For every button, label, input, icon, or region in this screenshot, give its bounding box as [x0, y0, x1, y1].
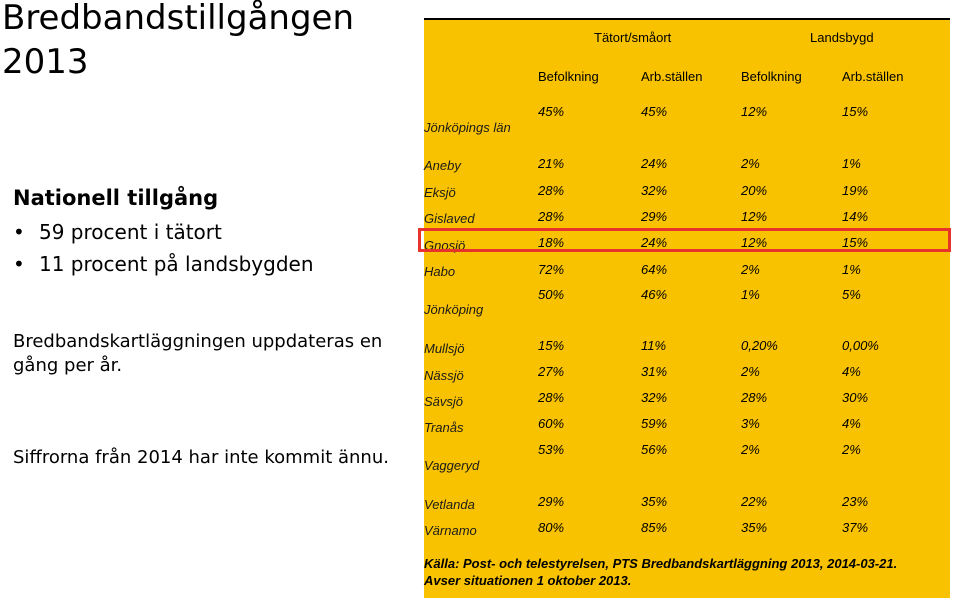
- table-cell: 32%: [641, 183, 668, 198]
- table-cell: 12%: [741, 209, 768, 224]
- table-cell: 4%: [842, 364, 861, 379]
- table-cell: 28%: [538, 209, 565, 224]
- table-cell: 46%: [641, 287, 668, 302]
- group-header-rural: Landsbygd: [810, 30, 874, 45]
- table-cell: 60%: [538, 416, 565, 431]
- table-cell: 18%: [538, 235, 565, 250]
- table-cell: 15%: [842, 104, 869, 119]
- row-label: Habo: [424, 264, 456, 279]
- data-table-panel: [424, 20, 950, 598]
- table-cell: 45%: [641, 104, 668, 119]
- table-cell: 28%: [538, 390, 565, 405]
- table-cell: 45%: [538, 104, 565, 119]
- row-label: Tranås: [424, 420, 464, 435]
- highlight-box: [418, 228, 951, 252]
- source-line: Avser situationen 1 oktober 2013.: [424, 573, 632, 588]
- row-label: Nässjö: [424, 368, 464, 383]
- slide-title: Bredbandstillgången 2013: [2, 0, 354, 84]
- table-cell: 31%: [641, 364, 668, 379]
- row-label: Jönköpings län: [424, 120, 511, 135]
- row-label: Eksjö: [424, 185, 456, 200]
- table-cell: 4%: [842, 416, 861, 431]
- column-header: Arb.ställen: [842, 69, 904, 84]
- bullet-marker: •: [13, 220, 25, 244]
- bullet-item: • 11 procent på landsbygden: [13, 248, 314, 280]
- title-line-2: 2013: [2, 42, 89, 82]
- table-cell: 64%: [641, 262, 668, 277]
- table-cell: 5%: [842, 287, 861, 302]
- table-cell: 29%: [538, 494, 565, 509]
- table-cell: 0,20%: [741, 338, 778, 353]
- table-cell: 50%: [538, 287, 565, 302]
- column-header: Arb.ställen: [641, 69, 703, 84]
- figures-note: Siffrorna från 2014 har inte kommit ännu…: [13, 447, 389, 468]
- table-cell: 11%: [641, 338, 667, 353]
- table-cell: 53%: [538, 442, 565, 457]
- table-cell: 2%: [741, 442, 760, 457]
- table-cell: 30%: [842, 390, 869, 405]
- table-cell: 3%: [741, 416, 760, 431]
- table-cell: 80%: [538, 520, 565, 535]
- table-cell: 72%: [538, 262, 565, 277]
- table-cell: 12%: [741, 235, 768, 250]
- table-cell: 24%: [641, 235, 668, 250]
- group-header-urban: Tätort/småort: [594, 30, 672, 45]
- bullet-text: 59 procent i tätort: [39, 220, 222, 244]
- table-cell: 2%: [741, 262, 760, 277]
- source-line: Källa: Post- och telestyrelsen, PTS Bred…: [424, 556, 898, 571]
- national-coverage-heading: Nationell tillgång: [13, 186, 219, 210]
- column-header: Befolkning: [741, 69, 802, 84]
- table-cell: 27%: [538, 364, 565, 379]
- row-label: Gislaved: [424, 211, 475, 226]
- row-label: Sävsjö: [424, 394, 464, 409]
- table-cell: 35%: [741, 520, 768, 535]
- title-line-1: Bredbandstillgången: [2, 0, 355, 38]
- table-cell: 1%: [842, 156, 861, 171]
- row-label: Vetlanda: [424, 497, 475, 512]
- bullet-text: 11 procent på landsbygden: [39, 252, 314, 276]
- table-cell: 85%: [641, 520, 668, 535]
- table-cell: 19%: [842, 183, 869, 198]
- row-label: Mullsjö: [424, 341, 465, 356]
- table-cell: 28%: [538, 183, 565, 198]
- table-cell: 28%: [741, 390, 768, 405]
- table-cell: 20%: [741, 183, 768, 198]
- row-label: Jönköping: [424, 302, 484, 317]
- table-cell: 32%: [641, 390, 668, 405]
- table-cell: 35%: [641, 494, 668, 509]
- table-cell: 23%: [842, 494, 869, 509]
- table-cell: 24%: [641, 156, 668, 171]
- table-cell: 22%: [741, 494, 768, 509]
- table-cell: 1%: [741, 287, 760, 302]
- source-note: Källa: Post- och telestyrelsen, PTS Bred…: [424, 555, 950, 589]
- row-label: Aneby: [424, 158, 461, 173]
- bullet-list: • 59 procent i tätort • 11 procent på land…: [13, 216, 314, 280]
- table-cell: 14%: [842, 209, 869, 224]
- table-cell: 29%: [641, 209, 668, 224]
- table-cell: 59%: [641, 416, 668, 431]
- table-cell: 15%: [538, 338, 565, 353]
- table-cell: 37%: [842, 520, 869, 535]
- bullet-item: • 59 procent i tätort: [13, 216, 314, 248]
- bullet-marker: •: [13, 252, 25, 276]
- update-note: Bredbandskartläggningen uppdateras en gå…: [13, 331, 383, 376]
- table-cell: 15%: [842, 235, 869, 250]
- table-cell: 1%: [842, 262, 861, 277]
- column-header: Befolkning: [538, 69, 599, 84]
- table-cell: 21%: [538, 156, 565, 171]
- table-cell: 2%: [842, 442, 861, 457]
- row-label: Vaggeryd: [424, 458, 480, 473]
- table-cell: 12%: [741, 104, 768, 119]
- table-cell: 2%: [741, 364, 760, 379]
- table-top-rule: [424, 18, 950, 20]
- row-label: Värnamo: [424, 523, 477, 538]
- table-cell: 2%: [741, 156, 760, 171]
- table-cell: 56%: [641, 442, 668, 457]
- table-cell: 0,00%: [842, 338, 879, 353]
